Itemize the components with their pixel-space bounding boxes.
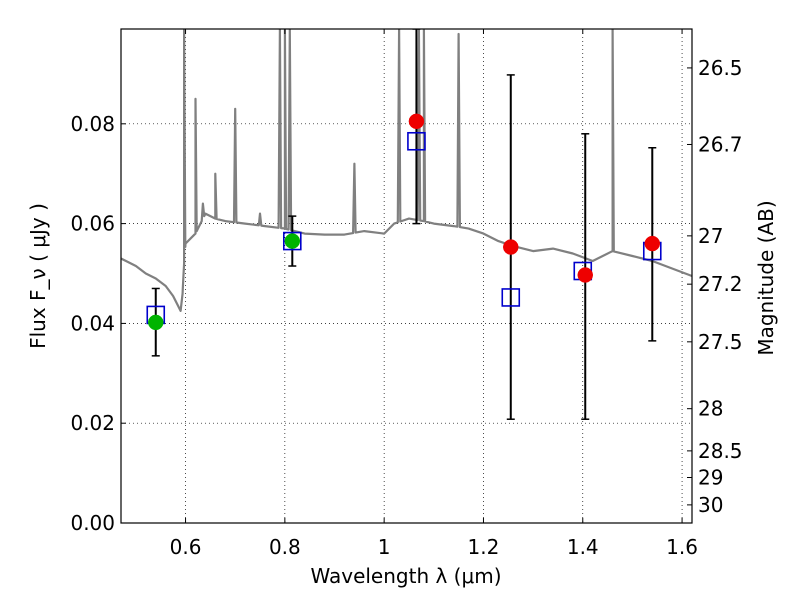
magnitude-axis-ticks: 26.5 26.7 27 27.2 27.5 28 28.529 30 <box>687 56 743 517</box>
nearir-data-point <box>644 235 661 252</box>
grid-lines <box>121 29 692 523</box>
magnitude-tick-label: 26.5 <box>698 56 743 80</box>
nearir-data-point <box>577 267 593 283</box>
magnitude-tick-label: 26.7 <box>698 132 743 156</box>
y-tick-label: 0.02 <box>70 411 115 435</box>
error-bars <box>151 29 657 420</box>
y-axis-ticks: 0.00 0.02 0.04 0.06 0.08 <box>70 112 126 535</box>
optical-data-point <box>284 233 301 249</box>
x-axis-label: Wavelength λ (μm) <box>310 564 501 588</box>
model-photometry-square <box>282 231 302 251</box>
model-photometry-square <box>501 288 521 307</box>
magnitude-tick-label: 27 <box>698 224 723 248</box>
magnitude-tick-label: 27.2 <box>698 272 743 296</box>
markers <box>146 113 662 331</box>
plot-frame <box>120 28 693 524</box>
y-axis-label: Flux F_ν ( μJy ) <box>26 203 50 349</box>
y-tick-label: 0.08 <box>70 112 115 136</box>
y-tick-label: 0.04 <box>70 311 115 335</box>
y-tick-label: 0.06 <box>70 212 115 236</box>
magnitude-axis-label: Magnitude (AB) <box>754 200 778 355</box>
nearir-data-point <box>408 113 425 130</box>
x-tick-label: 1.4 <box>567 535 599 559</box>
model-photometry-square <box>407 131 426 151</box>
x-tick-label: 1 <box>378 535 391 559</box>
x-tick-label: 0.6 <box>170 535 202 559</box>
sed-model-curve <box>121 29 692 312</box>
optical-data-point <box>148 314 164 331</box>
y-tick-label: 0.00 <box>70 511 115 535</box>
nearir-data-point <box>503 239 519 255</box>
x-axis-ticks: 0.6 0.8 1 1.2 1.4 1.6 <box>170 29 698 559</box>
magnitude-tick-label: 28.5 <box>698 439 743 463</box>
plot-content <box>121 29 692 420</box>
magnitude-tick-label: 30 <box>698 493 723 517</box>
x-tick-label: 0.8 <box>269 535 301 559</box>
magnitude-tick-label: 29 <box>698 465 723 489</box>
x-tick-label: 1.2 <box>468 535 500 559</box>
x-tick-label: 1.6 <box>666 535 698 559</box>
magnitude-tick-label: 28 <box>698 397 723 421</box>
magnitude-tick-label: 27.5 <box>698 330 743 354</box>
